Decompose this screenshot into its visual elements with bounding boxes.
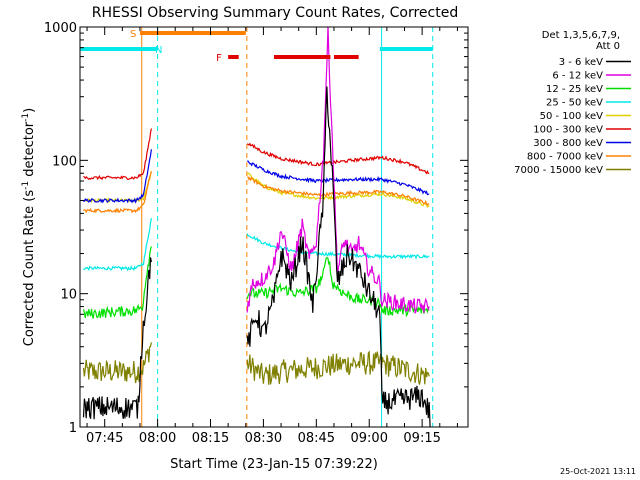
legend-label: 300 - 800 keV bbox=[533, 138, 603, 149]
x-axis: 07:45 08:00 08:15 08:30 08:45 09:00 09:15 bbox=[86, 27, 458, 446]
series-layer bbox=[82, 27, 431, 427]
legend-label: 6 - 12 keV bbox=[552, 71, 603, 82]
series-line bbox=[83, 217, 430, 272]
flag-label: N bbox=[155, 45, 162, 56]
x-tick-label: 08:45 bbox=[298, 431, 335, 446]
y-tick-label: 100 bbox=[52, 154, 77, 169]
legend-label: 3 - 6 keV bbox=[559, 57, 603, 68]
x-tick-label: 08:15 bbox=[192, 431, 229, 446]
series-line bbox=[83, 128, 430, 181]
legend-label: 12 - 25 keV bbox=[546, 84, 603, 95]
legend-label: 100 - 300 keV bbox=[533, 125, 603, 136]
legend-label: 800 - 7000 keV bbox=[527, 152, 603, 163]
flag-label: F bbox=[216, 53, 222, 64]
legend-label: 7000 - 15000 keV bbox=[514, 165, 603, 176]
legend-header: Det 1,3,5,6,7,9, bbox=[542, 30, 620, 41]
x-axis-label: Start Time (23-Jan-15 07:39:22) bbox=[170, 457, 378, 472]
footer-timestamp: 25-Oct-2021 13:11 bbox=[560, 467, 636, 476]
x-tick-label: 09:00 bbox=[351, 431, 388, 446]
y-axis-label: Corrected Count Rate (s-1 detector-1) bbox=[21, 108, 37, 346]
legend-label: 25 - 50 keV bbox=[546, 98, 603, 109]
legend-header: Att 0 bbox=[596, 41, 620, 52]
series-line bbox=[83, 171, 430, 214]
series-line bbox=[82, 342, 430, 385]
y-tick-label: 1 bbox=[69, 421, 77, 436]
legend-label: 50 - 100 keV bbox=[540, 111, 604, 122]
x-tick-label: 09:15 bbox=[403, 431, 440, 446]
x-tick-label: 07:45 bbox=[86, 431, 123, 446]
flag-label: S bbox=[130, 29, 136, 40]
series-line bbox=[82, 86, 431, 427]
legend: Det 1,3,5,6,7,9,Att 0 3 - 6 keV 6 - 12 keV… bbox=[514, 30, 631, 176]
flag-bars: S N F bbox=[80, 29, 433, 64]
x-tick-label: 08:30 bbox=[245, 431, 282, 446]
series-line bbox=[82, 246, 430, 319]
series-line bbox=[83, 149, 430, 204]
y-axis: 1 10 100 1000 bbox=[44, 21, 468, 436]
y-tick-label: 10 bbox=[60, 288, 77, 303]
chart-title: RHESSI Observing Summary Count Rates, Co… bbox=[92, 5, 458, 21]
x-tick-label: 08:00 bbox=[139, 431, 176, 446]
series-line bbox=[246, 27, 430, 314]
y-tick-label: 1000 bbox=[44, 21, 77, 36]
plot-frame bbox=[79, 26, 469, 428]
